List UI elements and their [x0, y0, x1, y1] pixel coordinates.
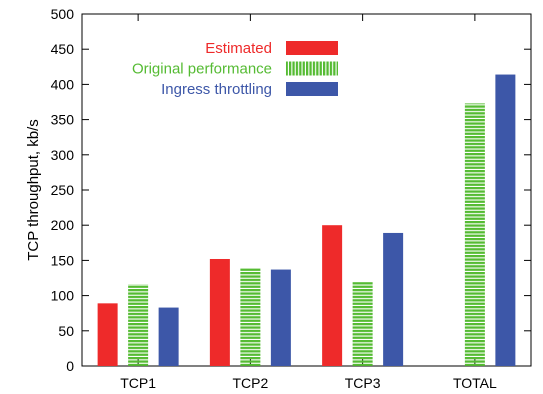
plot-area: 0 50 100 150 200 250 300 350 400 450 500 TCP1 TCP2 TC… — [51, 6, 532, 391]
x-tick-label: TOTAL — [453, 375, 497, 391]
y-tick-label: 0 — [66, 358, 74, 374]
legend-label: Ingress throttling — [161, 81, 272, 98]
y-tick-label: 100 — [51, 288, 75, 304]
legend-swatch — [286, 41, 338, 55]
y-tick-label: 500 — [51, 6, 75, 22]
y-tick-label: 450 — [51, 41, 75, 57]
legend-swatch — [286, 61, 338, 76]
y-tick-label: 300 — [51, 147, 75, 163]
x-tick-label: TCP2 — [232, 375, 268, 391]
y-tick-label: 50 — [58, 323, 74, 339]
bar-original-performance — [352, 281, 373, 366]
y-tick-label: 350 — [51, 112, 75, 128]
y-tick-label: 150 — [51, 252, 75, 268]
bar-original-performance — [464, 103, 485, 367]
x-tick-label: TCP1 — [120, 375, 156, 391]
bar-estimated — [209, 258, 230, 366]
bar-ingress-throttling — [383, 232, 404, 366]
bar-original-performance — [240, 268, 261, 366]
legend-swatch — [286, 82, 338, 96]
legend-label: Original performance — [132, 61, 272, 78]
y-axis-title: TCP throughput, kb/s — [25, 119, 42, 260]
bar-ingress-throttling — [495, 74, 516, 366]
y-tick-label: 400 — [51, 76, 75, 92]
bar-ingress-throttling — [158, 307, 179, 366]
legend-label: Estimated — [205, 40, 272, 57]
x-tick-label: TCP3 — [345, 375, 381, 391]
bar-ingress-throttling — [270, 269, 291, 366]
bar-original-performance — [128, 284, 149, 366]
bar-estimated — [97, 303, 118, 366]
y-tick-label: 250 — [51, 182, 75, 198]
bar-estimated — [322, 225, 343, 366]
y-tick-label: 200 — [51, 217, 75, 233]
